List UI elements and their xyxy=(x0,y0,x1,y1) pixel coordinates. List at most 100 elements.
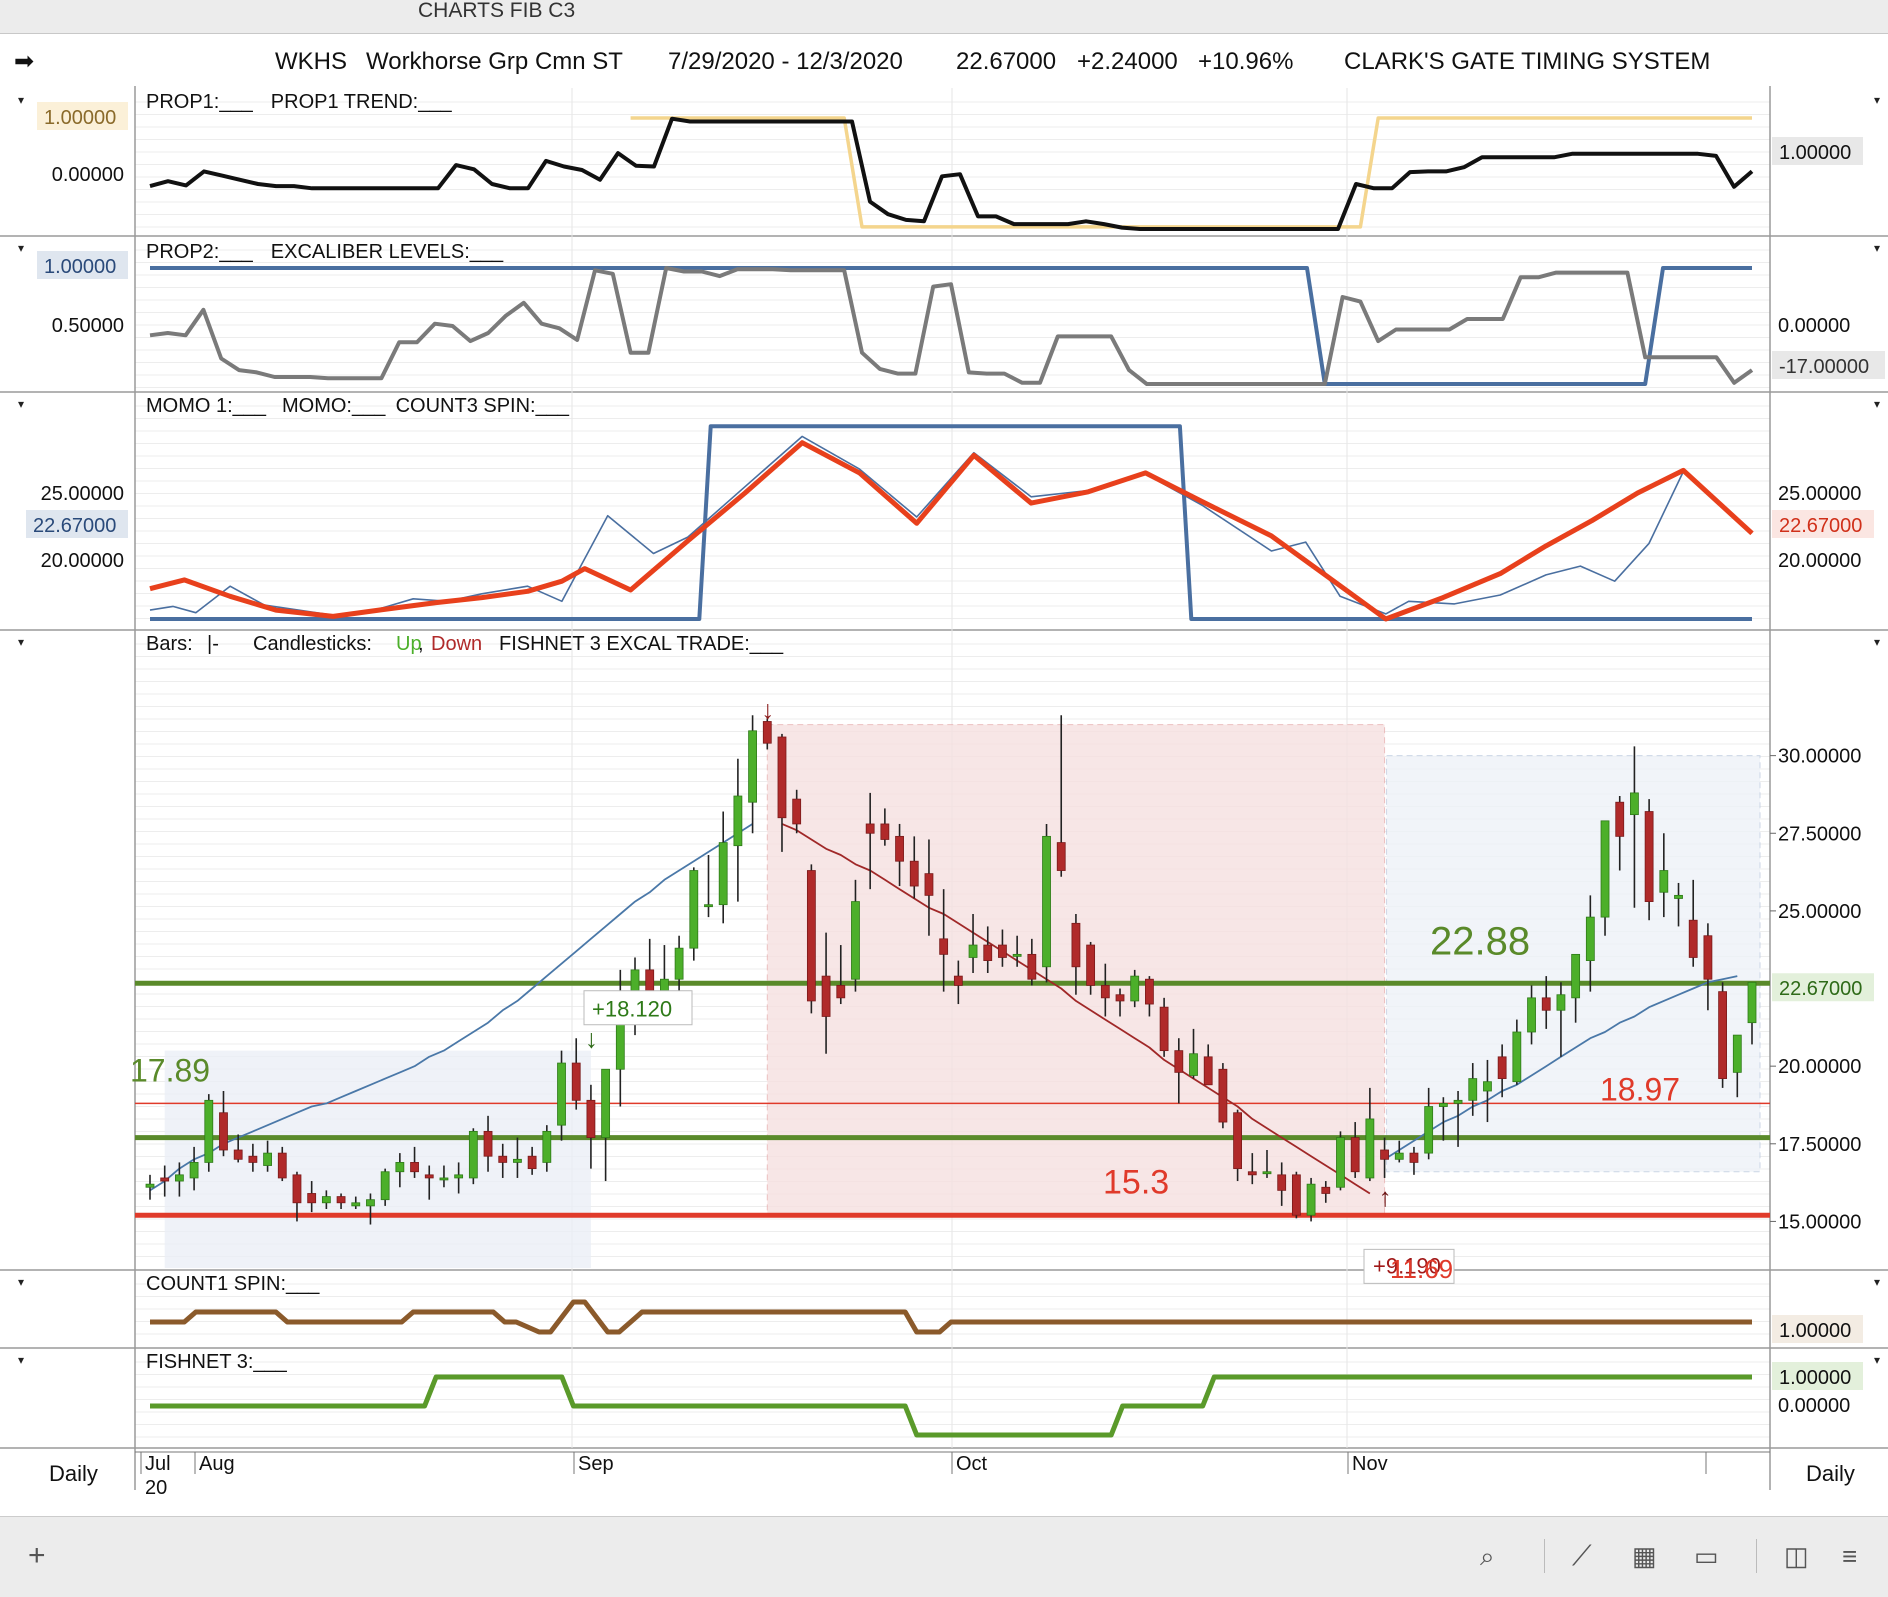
x-tick-label-1: 20 xyxy=(145,1477,167,1499)
candle-up xyxy=(968,944,978,958)
grid-icon[interactable]: ▦ xyxy=(1632,1541,1657,1571)
legend-price-2: Candlesticks: xyxy=(253,633,372,655)
candle-down xyxy=(1159,1006,1169,1052)
candle-down xyxy=(277,1152,287,1179)
pane-menu-icon: ▾ xyxy=(18,241,24,255)
add-icon[interactable]: + xyxy=(28,1539,46,1572)
candle-up xyxy=(689,870,699,949)
period-left[interactable]: Daily xyxy=(49,1461,98,1486)
candle-down xyxy=(1703,935,1713,980)
period-right[interactable]: Daily xyxy=(1806,1461,1855,1486)
candle-up xyxy=(718,842,728,906)
legend-fishnet3-0: FISHNET 3:___ xyxy=(146,1351,288,1373)
search-icon[interactable]: ⌕ xyxy=(1480,1541,1495,1571)
tick-prop1-left-0: 1.00000 xyxy=(44,107,116,129)
tick-count1-right-0: 1.00000 xyxy=(1779,1320,1851,1342)
annotation-right-red: 18.97 xyxy=(1600,1071,1680,1107)
candle-down xyxy=(307,1193,317,1204)
candle-up xyxy=(380,1171,390,1201)
signal-arrow-down-icon: ↓ xyxy=(585,1024,598,1054)
x-tick-label-0: Jul xyxy=(145,1453,171,1475)
legend-price-3: Up xyxy=(396,633,422,655)
candle-down xyxy=(1071,922,1081,968)
candle-up xyxy=(1424,1106,1434,1154)
candle-down xyxy=(1409,1152,1419,1163)
x-tick-label-3: Sep xyxy=(578,1453,614,1475)
arrow-right-icon[interactable]: ➡ xyxy=(14,48,35,75)
tick-prop1-right-0: 1.00000 xyxy=(1779,142,1851,164)
candle-down xyxy=(571,1062,581,1101)
candle-down xyxy=(806,870,816,1002)
legend-momo-2: COUNT3 SPIN:___ xyxy=(396,395,570,417)
chart-canvas[interactable]: ▾ ▾ ▾ ▾ ▾ ▾ ▾ ▾ ▾ ▾ ▾ ▾ PROP1:___ PROP1 TREND:___ 1.00… xyxy=(0,0,1888,1516)
candle-down xyxy=(483,1130,493,1157)
candle-up xyxy=(851,901,860,980)
candle-down xyxy=(1174,1050,1184,1073)
candle-up xyxy=(174,1174,184,1182)
candle-down xyxy=(1380,1149,1389,1160)
candle-down xyxy=(1321,1186,1331,1194)
series-count1-spin xyxy=(150,1299,1752,1335)
menu-icon[interactable]: ≡ xyxy=(1842,1541,1858,1571)
candle-down xyxy=(762,721,772,744)
series-excaliber-levels xyxy=(150,266,1752,386)
mavg-blue-rising xyxy=(149,823,754,1192)
tick-prop2-right-0: 0.00000 xyxy=(1778,315,1850,337)
candle-down xyxy=(792,798,802,825)
line-chart-icon[interactable]: ⟋ xyxy=(1572,1540,1592,1571)
company-name: Workhorse Grp Cmn ST xyxy=(366,48,623,75)
toolbar-divider xyxy=(1756,1539,1757,1573)
legend-price-5: Down xyxy=(431,633,482,655)
annotation-gain-green: +18.120 xyxy=(592,997,672,1022)
candle-up xyxy=(189,1162,199,1179)
candle-up xyxy=(1674,894,1683,899)
x-tick-label-4: Oct xyxy=(956,1453,988,1475)
annotation-box xyxy=(583,990,693,1026)
tick-momo-left-1-bg xyxy=(26,510,128,538)
candle-down xyxy=(1218,1068,1228,1123)
candle-up xyxy=(1336,1137,1345,1188)
tick-momo-right-1: 22.67000 xyxy=(1779,515,1862,537)
candle-up xyxy=(542,1130,552,1163)
candle-up xyxy=(1189,1053,1198,1076)
candle-down xyxy=(983,944,993,961)
series-momo xyxy=(149,440,1754,622)
candle-down xyxy=(953,975,963,986)
annotation-clipped-red: 11.69 xyxy=(1390,1254,1453,1284)
candle-up xyxy=(1630,792,1639,816)
annotation-gain-red: +9.190 xyxy=(1373,1253,1441,1278)
price-change-pct: +10.96% xyxy=(1198,48,1294,75)
candle-down xyxy=(1027,953,1037,980)
legend-prop1-1: PROP1 TREND:___ xyxy=(271,91,453,113)
candle-down xyxy=(410,1162,419,1173)
tick-fish-right-1: 0.00000 xyxy=(1778,1395,1850,1417)
candle-up xyxy=(1483,1081,1492,1092)
candle-up xyxy=(1571,953,1581,999)
candle-down xyxy=(1233,1112,1242,1170)
candle-up xyxy=(366,1199,375,1207)
candle-up xyxy=(468,1130,478,1179)
tick-prop2-right-1: -17.00000 xyxy=(1779,356,1869,378)
tick-prop2-left-0: 1.00000 xyxy=(44,256,116,278)
tick-prop1-right-0-bg xyxy=(1772,137,1863,165)
zone-blue-left xyxy=(164,1050,591,1268)
candle-up xyxy=(1012,953,1022,957)
candle-down xyxy=(160,1177,170,1182)
candle-up xyxy=(1659,870,1669,893)
candle-down xyxy=(219,1112,228,1151)
pane-menu-icon: ▾ xyxy=(18,1275,24,1289)
legend-prop2-0: PROP2:___ xyxy=(146,241,254,263)
book-icon[interactable]: ◫ xyxy=(1784,1541,1809,1571)
pane-menu-icon: ▾ xyxy=(18,93,24,107)
candle-up xyxy=(674,947,684,980)
tick-momo-left-2: 20.00000 xyxy=(41,550,124,572)
candle-down xyxy=(998,944,1007,958)
x-tick-label-5: Nov xyxy=(1352,1453,1388,1475)
candle-up xyxy=(1585,916,1595,961)
candle-down xyxy=(1688,919,1698,958)
annotation-mid-red: 15.3 xyxy=(1103,1163,1169,1201)
window-title: CHARTS FIB C3 xyxy=(418,0,576,22)
candle-up xyxy=(321,1196,331,1204)
panel-layout-icon[interactable]: ▭ xyxy=(1694,1541,1719,1571)
candle-down xyxy=(527,1155,537,1170)
